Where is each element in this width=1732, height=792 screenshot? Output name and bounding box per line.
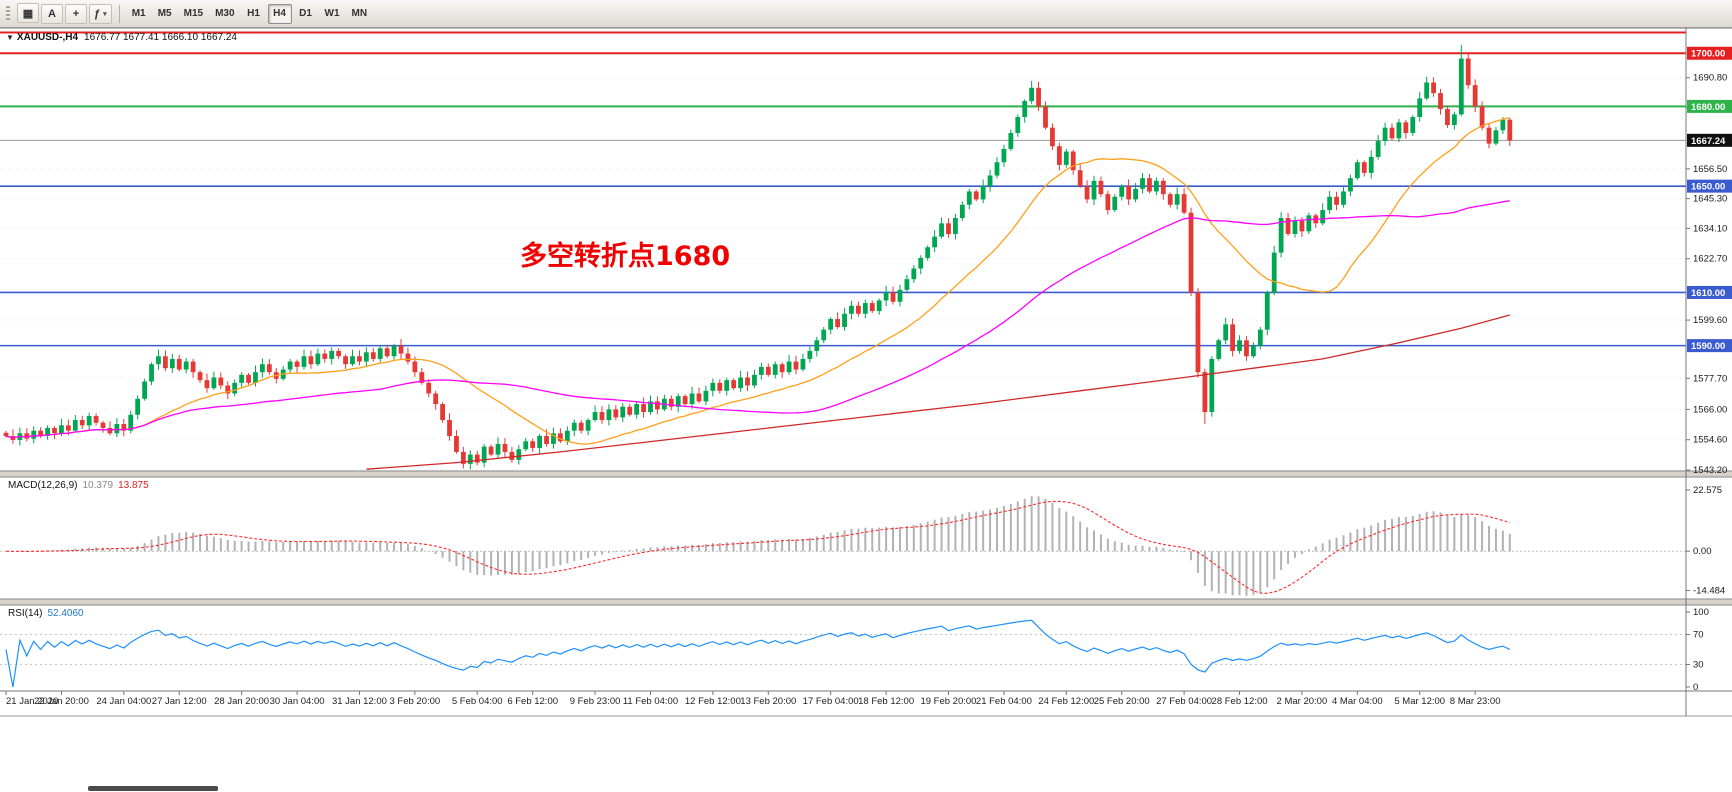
svg-text:1543.20: 1543.20 [1693,465,1727,476]
macd-indicator-label: MACD(12,26,9) 10.379 13.875 [8,480,149,491]
toolbar: ▦ A + ƒ ▾ M1 M5 M15 M30 H1 H4 D1 W1 MN [0,0,1732,28]
svg-text:8 Mar 23:00: 8 Mar 23:00 [1450,696,1501,707]
svg-text:1690.80: 1690.80 [1693,73,1727,84]
svg-text:27 Feb 04:00: 27 Feb 04:00 [1156,696,1212,707]
svg-text:1599.60: 1599.60 [1693,315,1727,326]
cursor-tool-button[interactable]: A [41,3,63,24]
svg-text:22 Jan 20:00: 22 Jan 20:00 [34,696,89,707]
svg-text:6 Feb 12:00: 6 Feb 12:00 [507,696,558,707]
svg-text:70: 70 [1693,630,1704,641]
timeframe-m5[interactable]: M5 [153,4,177,24]
timeframe-buttons: M1 M5 M15 M30 H1 H4 D1 W1 MN [126,3,373,24]
timeframe-m30[interactable]: M30 [210,4,239,24]
svg-text:28 Jan 20:00: 28 Jan 20:00 [214,696,269,707]
svg-text:1577.70: 1577.70 [1693,373,1727,384]
chart-menu-icon[interactable]: ▼ [6,33,14,42]
svg-text:1680.00: 1680.00 [1691,102,1725,113]
svg-text:30 Jan 04:00: 30 Jan 04:00 [270,696,325,707]
dropdown-arrow-icon: ▾ [103,10,107,18]
toolbar-left-buttons: ▦ A + ƒ ▾ [16,3,113,24]
svg-text:18 Feb 12:00: 18 Feb 12:00 [858,696,914,707]
svg-text:11 Feb 04:00: 11 Feb 04:00 [623,696,678,707]
chart-symbol-timeframe: XAUUSD-,H4 [16,32,79,43]
svg-text:-14.484: -14.484 [1693,586,1725,597]
svg-text:22.575: 22.575 [1693,485,1722,496]
timeframe-h1[interactable]: H1 [242,4,266,24]
rsi-indicator-label: RSI(14) 52.4060 [8,608,84,619]
svg-text:1656.50: 1656.50 [1693,164,1727,175]
timeframe-w1[interactable]: W1 [320,4,345,24]
svg-text:1645.30: 1645.30 [1693,194,1727,205]
svg-text:21 Feb 04:00: 21 Feb 04:00 [976,696,1032,707]
svg-text:19 Feb 20:00: 19 Feb 20:00 [920,696,976,707]
svg-text:1622.70: 1622.70 [1693,254,1727,265]
svg-text:21 Jan 2020: 21 Jan 2020 [6,696,58,707]
svg-text:1667.24: 1667.24 [1691,136,1726,147]
chart-text-annotation: 多空转折点1680 [520,241,731,272]
svg-text:30: 30 [1693,660,1704,671]
bottom-strip [0,717,1732,792]
toolbar-grip[interactable] [6,5,10,22]
rsi-name: RSI(14) [8,608,43,619]
svg-text:5 Feb 04:00: 5 Feb 04:00 [452,696,503,707]
timeframe-d1[interactable]: D1 [294,4,318,24]
timeframe-h4[interactable]: H4 [267,3,292,24]
svg-text:0: 0 [1693,682,1698,693]
horizontal-scrollbar-thumb[interactable] [88,786,218,791]
svg-text:100: 100 [1693,607,1709,618]
svg-text:1634.10: 1634.10 [1693,223,1727,234]
macd-name: MACD(12,26,9) [8,480,78,491]
svg-text:25 Feb 20:00: 25 Feb 20:00 [1094,696,1150,707]
macd-main-value: 10.379 [82,480,114,491]
crosshair-button[interactable]: + [65,3,87,24]
svg-text:31 Jan 12:00: 31 Jan 12:00 [332,696,387,707]
svg-text:9 Feb 23:00: 9 Feb 23:00 [570,696,621,707]
chart-window-button[interactable]: ▦ [17,3,39,24]
svg-text:4 Mar 04:00: 4 Mar 04:00 [1332,696,1383,707]
svg-text:27 Jan 12:00: 27 Jan 12:00 [152,696,207,707]
rsi-value: 52.4060 [47,608,84,619]
svg-text:24 Feb 12:00: 24 Feb 12:00 [1038,696,1094,707]
svg-text:1700.00: 1700.00 [1691,49,1725,60]
indicators-button[interactable]: ƒ ▾ [89,3,112,24]
svg-text:1566.00: 1566.00 [1693,404,1727,415]
svg-text:2 Mar 20:00: 2 Mar 20:00 [1277,696,1328,707]
svg-text:28 Feb 12:00: 28 Feb 12:00 [1212,696,1268,707]
toolbar-separator [118,4,120,23]
svg-text:13 Feb 20:00: 13 Feb 20:00 [740,696,796,707]
macd-signal-value: 13.875 [118,480,149,491]
svg-text:1554.60: 1554.60 [1693,435,1727,446]
svg-text:17 Feb 04:00: 17 Feb 04:00 [803,696,859,707]
svg-text:1610.00: 1610.00 [1691,288,1725,299]
svg-text:5 Mar 12:00: 5 Mar 12:00 [1394,696,1445,707]
timeframe-m15[interactable]: M15 [179,4,208,24]
svg-text:1590.00: 1590.00 [1691,341,1725,352]
svg-text:0.00: 0.00 [1693,546,1712,557]
svg-text:1650.00: 1650.00 [1691,182,1725,193]
chart-title-bar: ▼ XAUUSD-,H4 1676.77 1677.41 1666.10 1667.… [6,32,237,43]
svg-text:12 Feb 12:00: 12 Feb 12:00 [685,696,741,707]
svg-text:3 Feb 20:00: 3 Feb 20:00 [390,696,441,707]
timeframe-m1[interactable]: M1 [127,4,151,24]
svg-text:24 Jan 04:00: 24 Jan 04:00 [96,696,151,707]
timeframe-mn[interactable]: MN [347,4,373,24]
chart-ohlc-values: 1676.77 1677.41 1666.10 1667.24 [84,32,237,43]
